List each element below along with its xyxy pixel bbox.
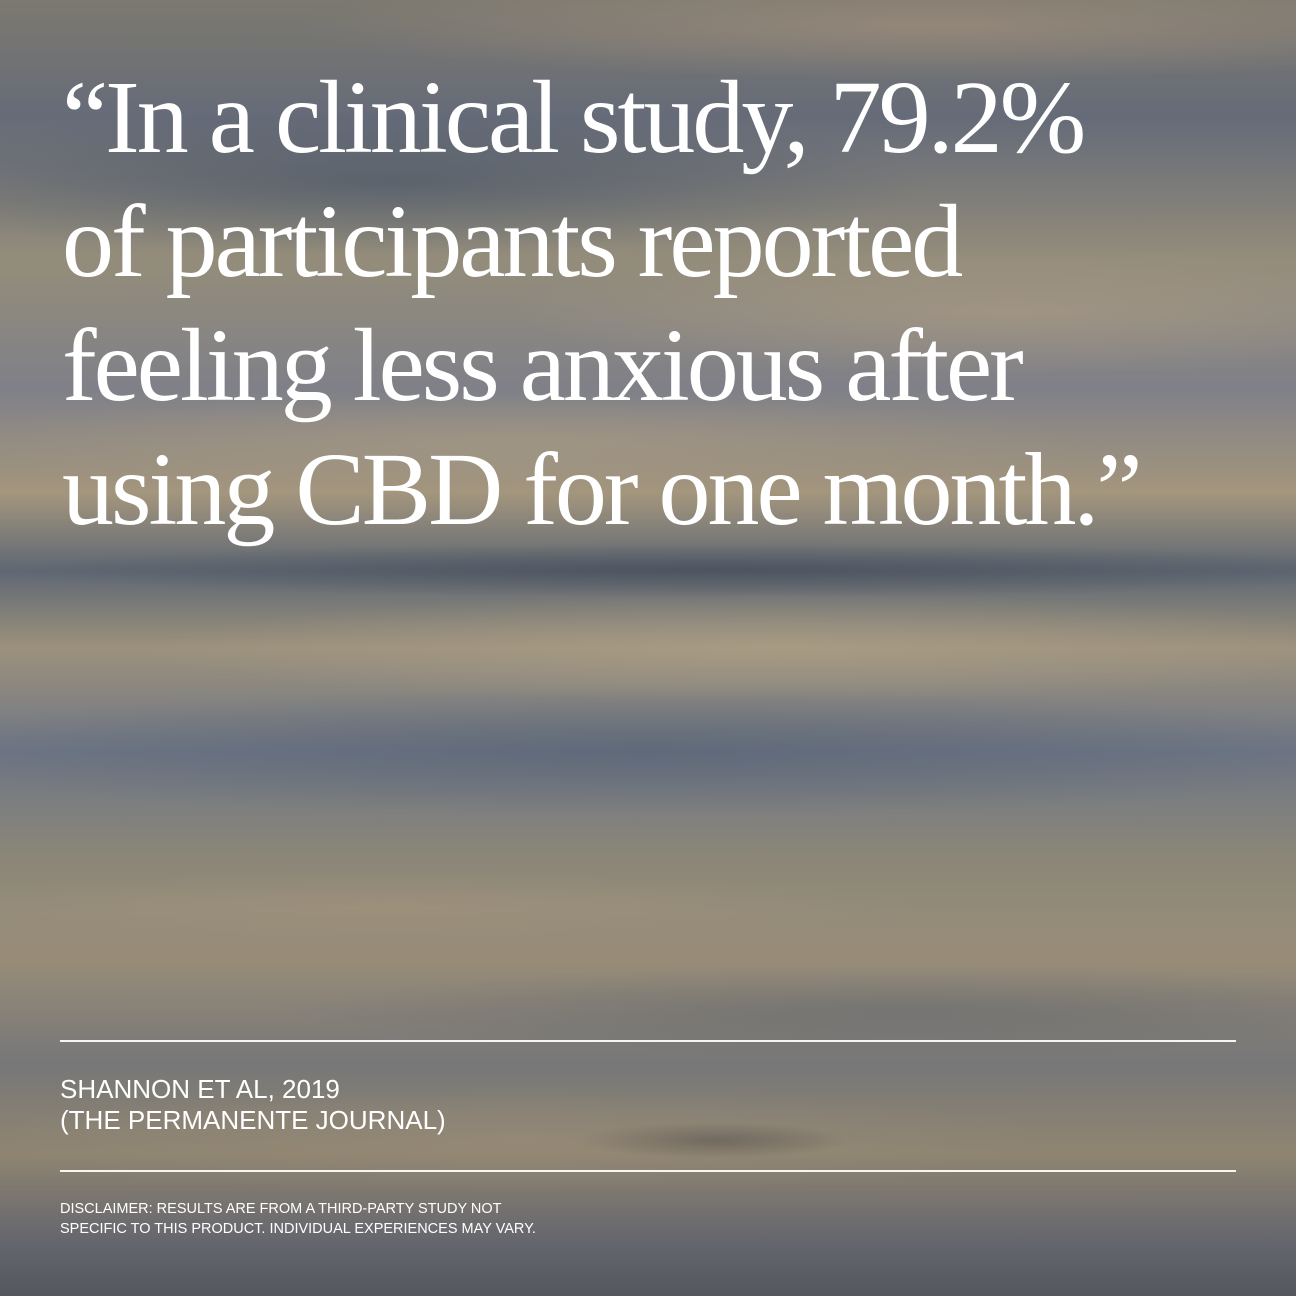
citation: SHANNON ET AL, 2019 (THE PERMANENTE JOUR…: [60, 1074, 446, 1136]
top-divider: [60, 1040, 1236, 1042]
quote-text: “In a clinical study, 79.2% of participa…: [62, 56, 1242, 552]
disclaimer-line: DISCLAIMER: RESULTS ARE FROM A THIRD-PAR…: [60, 1201, 502, 1217]
citation-author: SHANNON ET AL, 2019: [60, 1074, 340, 1104]
disclaimer-line: SPECIFIC TO THIS PRODUCT. INDIVIDUAL EXP…: [60, 1221, 536, 1237]
quote-line: “In a clinical study, 79.2%: [62, 60, 1086, 175]
quote-line: of participants reported: [62, 184, 963, 299]
quote-line: using CBD for one month.”: [62, 432, 1143, 547]
bottom-divider: [60, 1170, 1236, 1172]
disclaimer: DISCLAIMER: RESULTS ARE FROM A THIRD-PAR…: [60, 1199, 536, 1239]
citation-journal: (THE PERMANENTE JOURNAL): [60, 1105, 446, 1135]
quote-line: feeling less anxious after: [62, 308, 1024, 423]
